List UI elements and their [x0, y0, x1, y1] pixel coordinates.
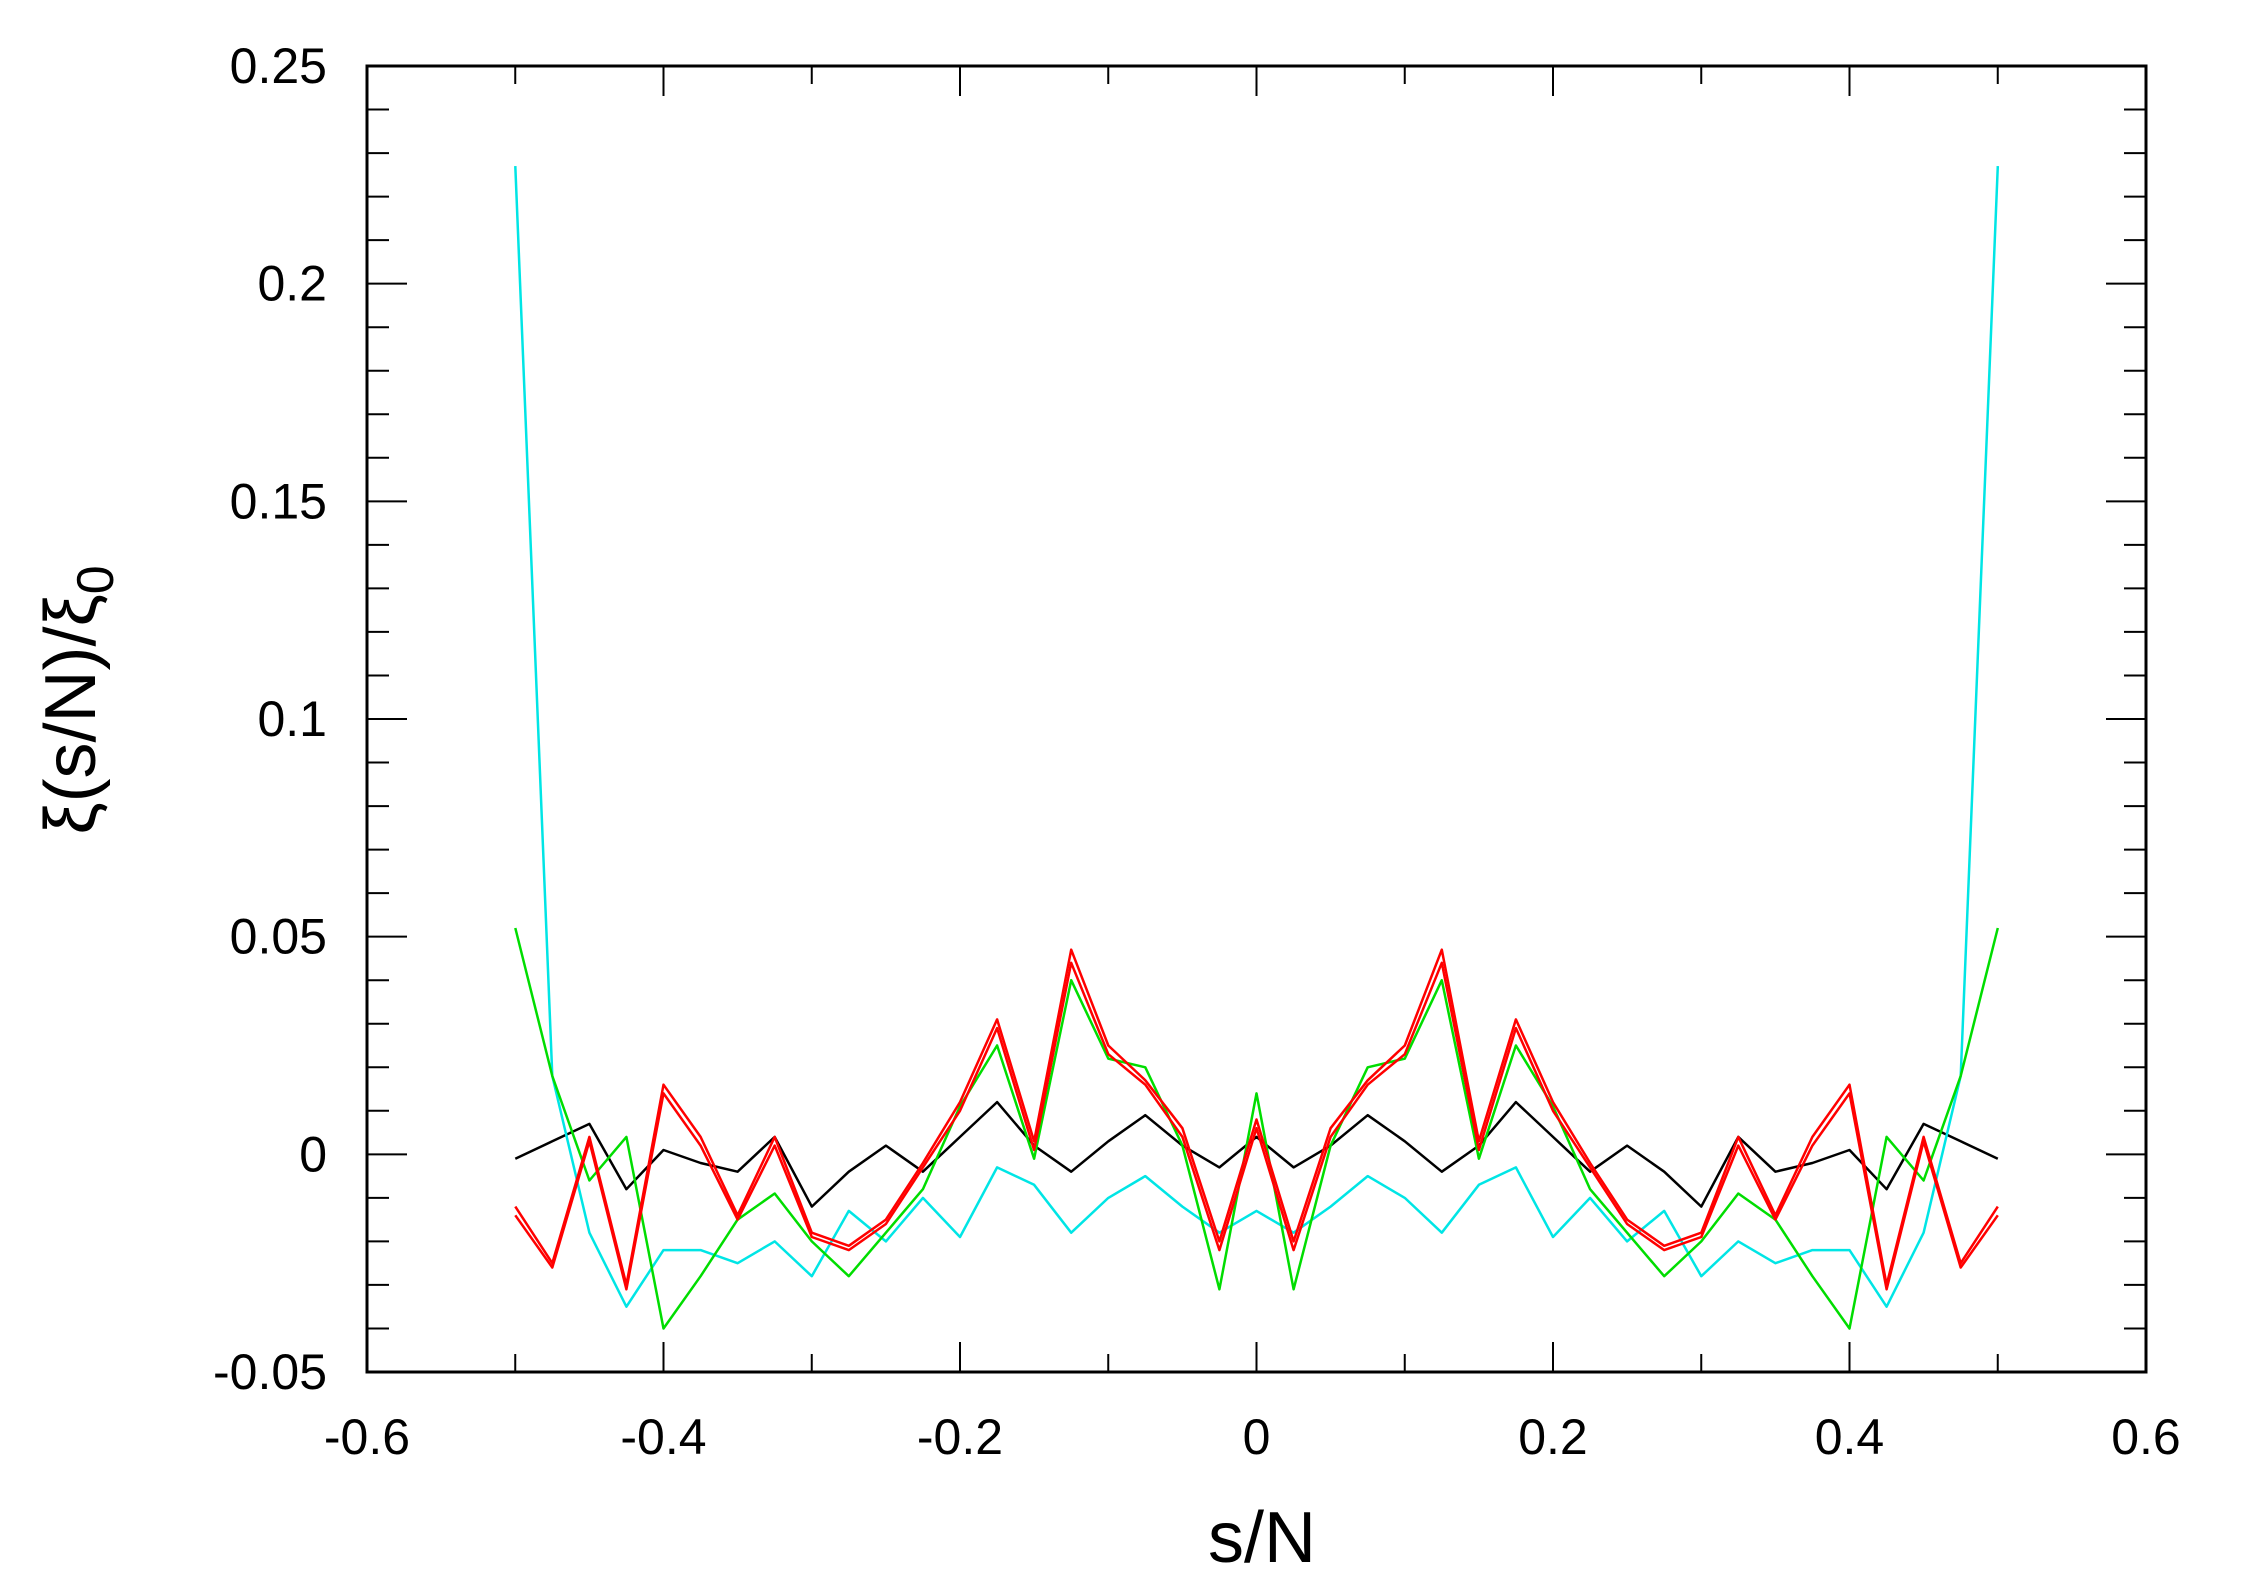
y-tick-label: -0.05: [213, 1344, 327, 1400]
series-line-5: [514, 961, 1999, 1291]
tick-labels: -0.05 0 0.05 0.1 0.15 0.2 0.25 -0.6 -0.4 -0.2 0 0.2…: [213, 38, 2181, 1465]
x-tick-label: -0.2: [917, 1409, 1003, 1465]
series-line-3: [514, 927, 2000, 1330]
series-line-4: [514, 948, 1999, 1287]
y-tick-label: 0.1: [257, 691, 327, 747]
x-tick-label: 0.6: [2111, 1409, 2181, 1465]
y-tick-label: 0.15: [230, 473, 327, 529]
x-tick-label: 0.4: [1815, 1409, 1885, 1465]
y-axis-title: ξ(s/N)/ξ0: [31, 565, 125, 834]
x-axis-title: s/N: [1208, 1498, 1316, 1574]
series-line-1: [514, 1100, 1999, 1208]
y-tick-label: 0: [299, 1126, 327, 1182]
x-tick-label: 0: [1243, 1409, 1271, 1465]
axis-ticks: [366, 65, 2147, 1373]
y-axis-title-main: ξ(s/N)/ξ: [31, 594, 111, 834]
x-tick-label: 0.2: [1518, 1409, 1588, 1465]
y-axis-title-subscript: 0: [67, 565, 125, 594]
y-tick-label: 0.2: [257, 256, 327, 312]
x-tick-label: -0.4: [620, 1409, 706, 1465]
series-line-2: [514, 166, 2000, 1308]
x-tick-label: -0.6: [324, 1409, 410, 1465]
y-tick-label: 0.25: [230, 38, 327, 94]
y-tick-label: 0.05: [230, 909, 327, 965]
series-layer: [514, 166, 2000, 1330]
